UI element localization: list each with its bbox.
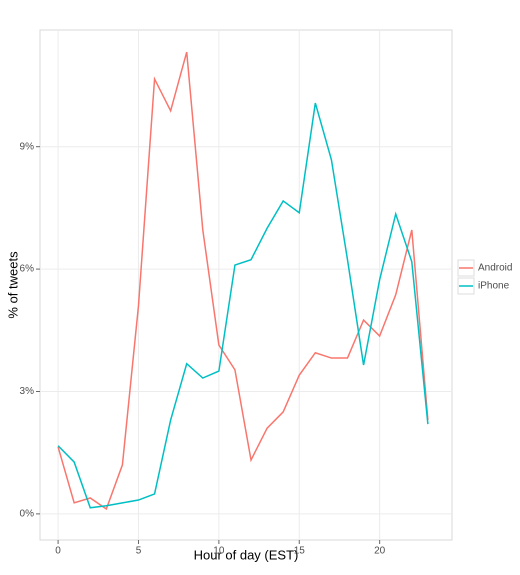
x-tick-label: 15 <box>294 546 306 557</box>
x-tick-label: 20 <box>374 546 386 557</box>
x-tick-label: 5 <box>136 546 142 557</box>
data-line <box>57 102 429 509</box>
legend-label: iPhone <box>478 281 510 292</box>
legend-label: Android <box>478 263 512 274</box>
y-tick-label: 9% <box>20 141 35 152</box>
x-tick-label: 10 <box>213 546 225 557</box>
x-axis-title: Hour of day (EST) <box>194 547 299 562</box>
data-line <box>57 51 429 511</box>
x-tick-label: 0 <box>55 546 61 557</box>
y-axis-title: % of tweets <box>5 251 20 319</box>
y-tick-label: 0% <box>20 509 35 520</box>
y-tick-label: 3% <box>20 386 35 397</box>
plot-panel <box>39 29 453 541</box>
y-tick-label: 6% <box>20 264 35 275</box>
